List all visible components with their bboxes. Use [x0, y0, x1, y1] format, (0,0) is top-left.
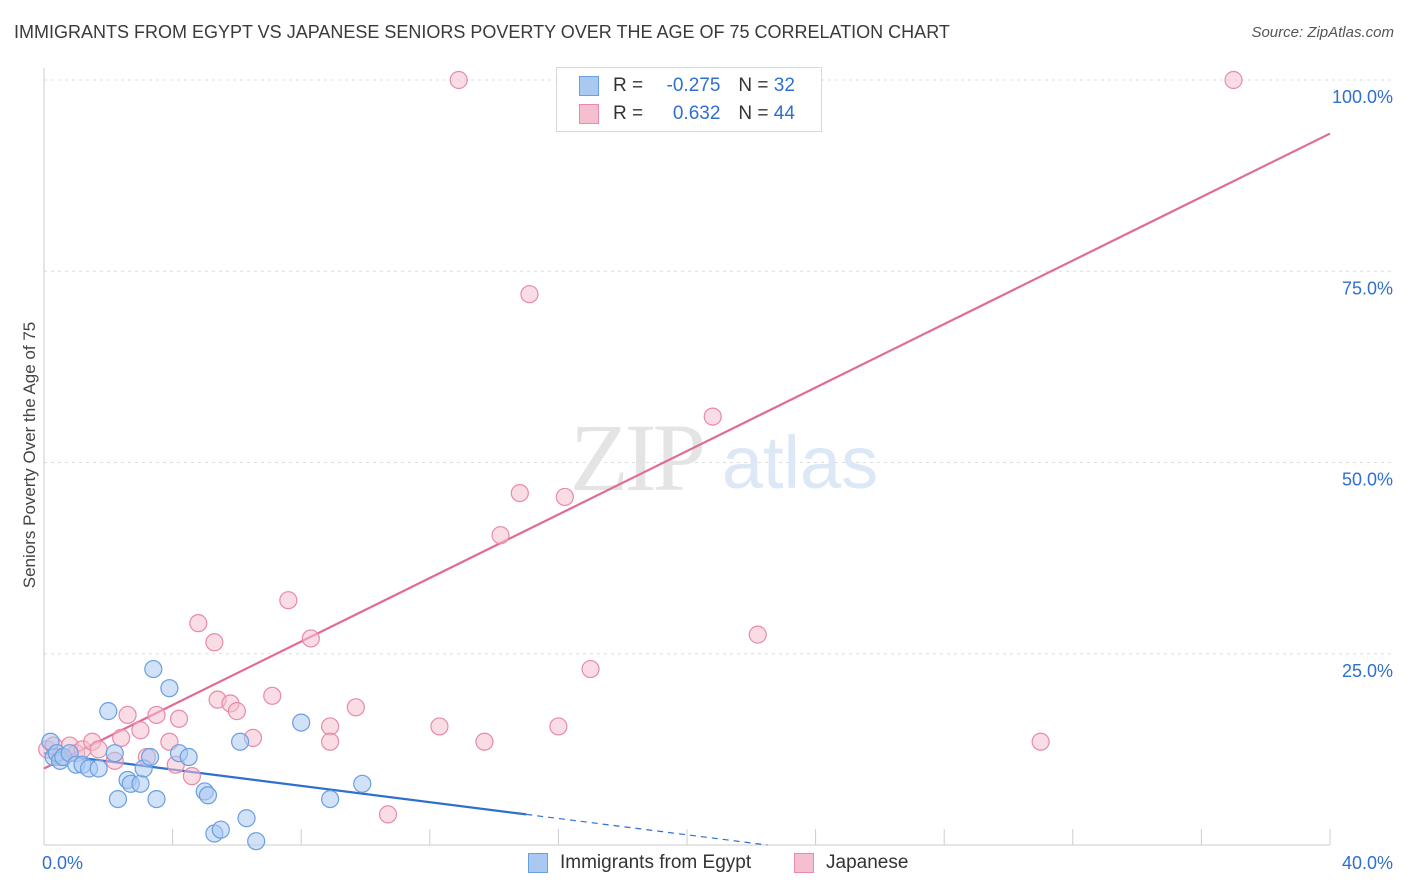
legend-n-value-egypt: 32: [773, 75, 795, 96]
egypt-point: [247, 832, 266, 851]
japanese-point: [475, 732, 494, 751]
y-tick-label: 50.0%: [1342, 470, 1393, 490]
egypt-point: [99, 702, 118, 721]
japanese-point: [227, 702, 246, 721]
japanese-point: [748, 625, 767, 644]
japanese-point: [430, 717, 449, 736]
japanese-point: [581, 659, 600, 679]
japanese-point: [491, 526, 510, 545]
egypt-point: [237, 809, 256, 828]
series-legend-japanese: Japanese: [794, 852, 908, 874]
japanese-point: [1031, 732, 1050, 751]
legend-row-japanese: R = 0.632 N = 44: [579, 102, 795, 126]
egypt-trend-extension: [526, 813, 768, 846]
japanese-point: [263, 686, 282, 705]
legend-series-name-egypt: Immigrants from Egypt: [560, 852, 752, 873]
egypt-point: [105, 744, 124, 763]
japanese-point: [182, 767, 201, 786]
x-tick-label: 40.0%: [1342, 853, 1393, 873]
legend-swatch-pink: [579, 104, 599, 124]
legend-swatch-blue: [528, 853, 548, 873]
chart-title: IMMIGRANTS FROM EGYPT VS JAPANESE SENIOR…: [14, 22, 950, 42]
legend-swatch-pink: [794, 853, 814, 873]
watermark-zip: ZIP: [570, 404, 703, 511]
egypt-point: [144, 659, 163, 679]
egypt-point: [292, 713, 311, 732]
legend-r-value-japanese: 0.632: [672, 103, 721, 124]
japanese-point: [279, 591, 298, 610]
tick-labels: 25.0% 50.0% 75.0% 100.0% 0.0% 40.0%: [42, 87, 1393, 873]
egypt-point: [321, 789, 340, 809]
legend-n-label: N =: [738, 103, 769, 124]
source-credit: Source: ZipAtlas.com: [1251, 24, 1394, 41]
japanese-point: [118, 705, 137, 725]
correlation-legend: R = -0.275 N = 32 R = 0.632 N = 44: [556, 67, 822, 132]
egypt-point: [89, 759, 108, 778]
y-tick-label: 100.0%: [1332, 87, 1393, 107]
legend-series-name-japanese: Japanese: [826, 852, 909, 873]
legend-swatch-blue: [579, 76, 599, 96]
japanese-point: [555, 487, 574, 507]
series-legend-egypt: Immigrants from Egypt: [528, 852, 751, 874]
egypt-point: [140, 747, 160, 767]
egypt-point: [211, 820, 230, 839]
legend-n-label: N =: [738, 75, 769, 96]
japanese-point: [1224, 70, 1243, 90]
egypt-point: [131, 774, 150, 793]
egypt-point: [108, 789, 128, 809]
japanese-trend-line: [43, 132, 1331, 770]
egypt-point: [147, 789, 166, 809]
egypt-point: [231, 732, 250, 751]
egypt-point: [179, 747, 198, 767]
egypt-trend-line: [43, 752, 527, 816]
legend-r-value-egypt: -0.275: [666, 75, 721, 96]
japanese-point: [549, 717, 568, 736]
japanese-point: [510, 484, 529, 503]
trend-lines: [43, 132, 1331, 846]
egypt-point: [160, 679, 179, 698]
japanese-point: [321, 717, 340, 736]
gridlines: [44, 79, 1394, 655]
japanese-point: [89, 740, 108, 759]
legend-n-value-japanese: 44: [773, 103, 795, 124]
japanese-point: [449, 70, 468, 90]
watermark-atlas: atlas: [722, 421, 878, 504]
watermark: ZIP atlas: [570, 404, 878, 511]
japanese-point: [169, 709, 189, 728]
data-points: [38, 70, 1243, 851]
y-tick-label: 75.0%: [1342, 278, 1393, 298]
japanese-point: [703, 407, 722, 426]
japanese-point: [378, 805, 398, 824]
japanese-point: [131, 721, 150, 740]
legend-row-egypt: R = -0.275 N = 32: [579, 74, 795, 98]
japanese-point: [301, 629, 320, 648]
japanese-point: [205, 633, 224, 652]
japanese-point: [520, 285, 539, 304]
japanese-point: [321, 732, 340, 751]
legend-r-label: R =: [613, 103, 644, 124]
japanese-point: [112, 728, 131, 748]
x-tick-label: 0.0%: [42, 853, 83, 873]
legend-r-label: R =: [613, 75, 644, 96]
egypt-point: [198, 786, 218, 805]
egypt-point: [353, 774, 372, 793]
y-tick-label: 25.0%: [1342, 661, 1393, 681]
japanese-point: [147, 705, 166, 725]
japanese-point: [189, 614, 208, 633]
japanese-point: [346, 698, 365, 717]
